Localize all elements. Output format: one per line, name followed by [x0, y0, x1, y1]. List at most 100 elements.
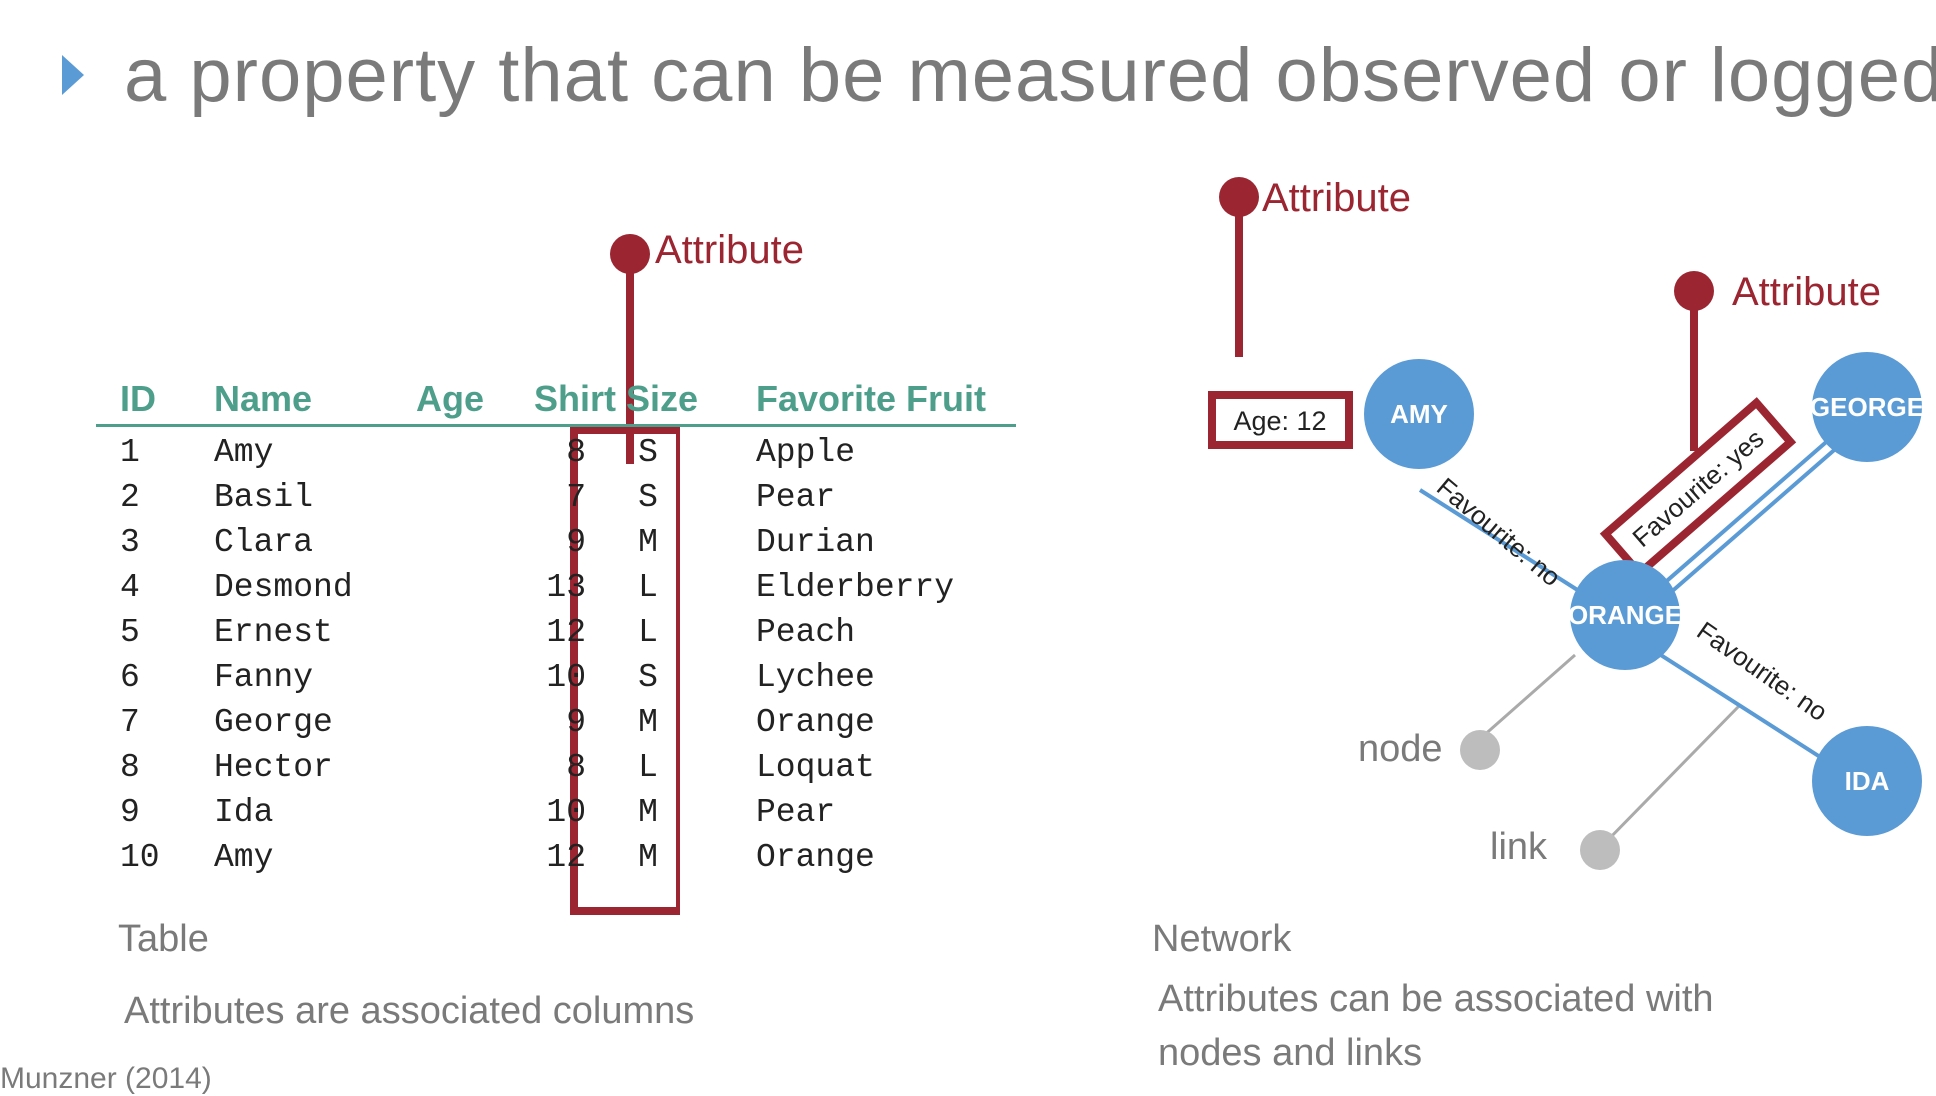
cell-age: 7 — [566, 479, 586, 516]
network-caption: Network — [1152, 918, 1292, 960]
cell-name: Amy — [214, 434, 274, 471]
node-label-amy: AMY — [1390, 399, 1448, 429]
node-george — [1812, 352, 1922, 462]
legend-link-connector — [1601, 703, 1742, 847]
legend-node-connector — [1472, 653, 1576, 747]
cell-name: Amy — [214, 839, 274, 876]
cell-name: Basil — [214, 479, 314, 516]
cell-name: Desmond — [214, 569, 353, 606]
legend-node-dot-icon — [1460, 730, 1500, 770]
cell-age: 9 — [566, 524, 586, 561]
legend-node-label: node — [1358, 728, 1443, 770]
table-description: Attributes are associated columns — [124, 990, 695, 1032]
cell-name: Ida — [214, 794, 274, 831]
node-attribute-box — [1208, 391, 1353, 449]
cell-age: 10 — [546, 794, 586, 831]
network-description-line1: Attributes can be associated with — [1158, 978, 1714, 1020]
edge-george-orange-b — [1644, 436, 1850, 616]
cell-shirt-size: M — [638, 794, 658, 831]
attribute-pin-stem — [626, 254, 634, 464]
cell-favorite-fruit: Orange — [756, 704, 875, 741]
edge-orange-ida — [1640, 641, 1830, 764]
cell-shirt-size: L — [638, 569, 658, 606]
heading-row: a property that can be measured observed… — [62, 30, 1936, 120]
cell-id: 5 — [120, 614, 140, 651]
cell-age: 8 — [566, 749, 586, 786]
table-row: 4 Desmond 13 L Elderberry — [96, 565, 1016, 610]
cell-age: 8 — [566, 434, 586, 471]
edge-george-orange-a — [1636, 428, 1842, 608]
cell-shirt-size: M — [638, 524, 658, 561]
cell-id: 1 — [120, 434, 140, 471]
edge-label-orange-ida: Favourite: no — [1692, 615, 1834, 727]
cell-age: 9 — [566, 704, 586, 741]
table-row: 3 Clara 9 M Durian — [96, 520, 1016, 565]
cell-name: George — [214, 704, 333, 741]
bullet-triangle-icon — [62, 55, 84, 95]
cell-favorite-fruit: Loquat — [756, 749, 875, 786]
table-row: 8 Hector 8 L Loquat — [96, 745, 1016, 790]
table-caption: Table — [118, 918, 209, 960]
network-diagram: Favourite: no Favourite: no Favourite: y… — [1208, 177, 1924, 870]
table-row: 2 Basil 7 S Pear — [96, 475, 1016, 520]
shirt-size-column-highlight — [570, 426, 680, 915]
node-label-orange: ORANGE — [1568, 600, 1682, 630]
cell-favorite-fruit: Pear — [756, 794, 836, 831]
header-rule — [96, 424, 1016, 427]
cell-favorite-fruit: Orange — [756, 839, 875, 876]
table-row: 6 Fanny 10 S Lychee — [96, 655, 1016, 700]
table-attribute-marker — [570, 234, 680, 915]
edge-attribute-box — [1599, 397, 1797, 579]
cell-age: 13 — [546, 569, 586, 606]
cell-name: Ernest — [214, 614, 333, 651]
network-node-attribute-label: Attribute — [1262, 176, 1411, 220]
table-row: 9 Ida 10 M Pear — [96, 790, 1016, 835]
cell-favorite-fruit: Elderberry — [756, 569, 955, 606]
node-ida — [1812, 726, 1922, 836]
table-row: 10 Amy 12 M Orange — [96, 835, 1016, 880]
cell-shirt-size: M — [638, 839, 658, 876]
cell-age: 10 — [546, 659, 586, 696]
legend-link-dot-icon — [1580, 830, 1620, 870]
citation: Munzner (2014) — [0, 1062, 212, 1095]
node-label-ida: IDA — [1845, 766, 1890, 796]
table-row: 7 George 9 M Orange — [96, 700, 1016, 745]
node-orange — [1570, 560, 1680, 670]
cell-shirt-size: M — [638, 704, 658, 741]
cell-id: 3 — [120, 524, 140, 561]
cell-favorite-fruit: Peach — [756, 614, 856, 651]
legend-link-label: link — [1490, 826, 1548, 868]
cell-age: 12 — [546, 839, 586, 876]
table-attribute-label: Attribute — [655, 228, 804, 272]
node-amy — [1364, 359, 1474, 469]
table-row: 1 Amy 8 S Apple — [96, 430, 1016, 475]
slide-heading: a property that can be measured observed… — [124, 32, 1936, 118]
cell-shirt-size: S — [638, 434, 658, 471]
cell-id: 10 — [120, 839, 160, 876]
link-attribute-pin-stem — [1690, 291, 1698, 451]
cell-favorite-fruit: Durian — [756, 524, 875, 561]
cell-shirt-size: L — [638, 614, 658, 651]
col-header-shirt-size: Shirt Size — [534, 378, 699, 419]
cell-shirt-size: L — [638, 749, 658, 786]
cell-id: 8 — [120, 749, 140, 786]
col-header-age: Age — [416, 378, 485, 419]
network-link-attribute-label: Attribute — [1732, 270, 1881, 314]
table-row: 5 Ernest 12 L Peach — [96, 610, 1016, 655]
col-header-id: ID — [120, 378, 156, 419]
cell-name: Fanny — [214, 659, 314, 696]
node-attribute-text: Age: 12 — [1233, 406, 1326, 436]
cell-shirt-size: S — [638, 479, 658, 516]
cell-id: 9 — [120, 794, 140, 831]
cell-name: Hector — [214, 749, 333, 786]
edge-label-amy-orange: Favourite: no — [1431, 472, 1567, 593]
cell-age: 12 — [546, 614, 586, 651]
cell-id: 6 — [120, 659, 140, 696]
cell-shirt-size: S — [638, 659, 658, 696]
table-header: ID Name Age Shirt Size Favorite Fruit — [96, 370, 1016, 430]
cell-name: Clara — [214, 524, 314, 561]
node-label-george: GEORGE — [1810, 392, 1924, 422]
cell-favorite-fruit: Pear — [756, 479, 836, 516]
col-header-favorite-fruit: Favorite Fruit — [756, 378, 987, 419]
col-header-name: Name — [214, 378, 313, 419]
